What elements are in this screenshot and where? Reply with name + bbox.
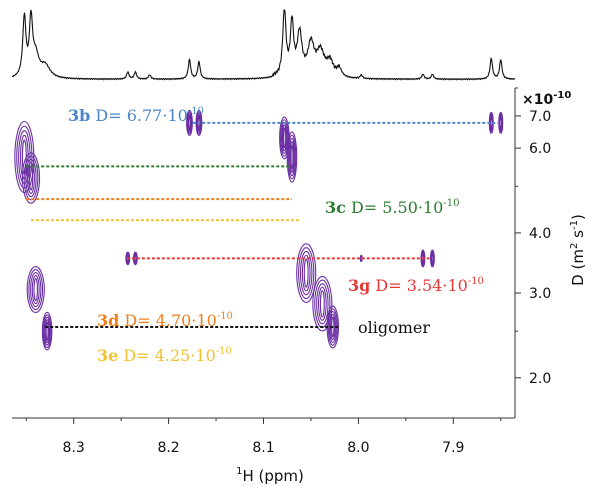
contour-level [196,111,202,135]
contour-level [186,111,193,135]
contour-level [43,316,51,346]
y-multiplier: ×10-10 [522,90,571,108]
contour-level [33,277,38,302]
contour-level [25,158,37,198]
contour-peak [498,111,504,134]
axes [12,88,516,419]
contour-level [41,311,53,351]
contour-level [290,144,294,170]
label-3d: 3d D= 4.70·10-10 [97,311,233,330]
contour-level [196,113,202,133]
contour-peak [286,131,298,183]
contour-level [431,253,434,263]
contour-level [21,152,41,204]
y-tick-label: 2.0 [529,371,551,387]
contour-level [195,109,203,136]
x-tick-label: 8.3 [63,440,85,456]
label-3g: 3g D= 3.54·10-10 [348,276,484,295]
contour-level [359,256,363,261]
contour-level [316,283,329,325]
x-tick-label: 8.1 [252,440,274,456]
contour-level [299,250,313,296]
contour-peak [279,116,290,160]
contour-level [45,321,49,341]
spectrum-trace [11,9,516,81]
contour-level [301,254,311,292]
contour-level [289,141,295,173]
projection-spectrum [11,9,516,81]
contour-peak [21,152,41,204]
contour-peak [26,266,45,314]
y-tick-label: 7.0 [529,109,551,125]
contour-level [303,258,309,288]
contour-peak [429,249,435,268]
contour-level [28,165,34,191]
y-tick-label: 3.0 [529,286,551,302]
contour-level [499,117,503,129]
y-axis-title: D (m2 s-1) [569,214,587,286]
contour-level [187,113,192,133]
label-oligomer: oligomer [358,318,430,337]
x-tick-label: 8.2 [157,440,179,456]
dosy-contours [14,109,504,351]
x-tick-label: 7.9 [442,440,464,456]
contour-peak [296,243,317,303]
x-tick-label: 8.0 [347,440,369,456]
contour-level [28,269,44,311]
contour-level [312,276,333,332]
contour-level [27,162,35,194]
label-3c: 3c D= 5.50·10-10 [325,198,459,217]
contour-level [287,134,297,180]
contour-level [280,119,289,157]
diffusion-lines [26,121,498,329]
contour-level [26,266,45,314]
contour-level [281,124,287,152]
label-3e: 3e D= 4.25·10-10 [97,346,232,365]
contour-level [44,319,50,344]
contour-level [319,290,325,318]
contour-level [286,131,298,183]
y-tick-label: 6.0 [529,141,551,157]
contour-level [42,314,52,349]
label-3b: 3b D= 6.77·10-10 [68,106,204,125]
contour-level [282,127,286,149]
contour-level [31,274,40,305]
contour-level [317,286,327,321]
contour-level [298,247,315,300]
ticks: 8.3 8.2 8.1 8.0 7.9 7.0 6.0 4.0 3.0 2.0 [25,87,551,456]
contour-level [288,137,296,177]
contour-peak [41,311,53,351]
y-tick-label: 4.0 [529,226,551,242]
x-axis-title: 1H (ppm) [236,466,304,485]
contour-level [23,155,39,201]
contour-level [489,117,493,129]
contour-level [30,272,42,308]
contour-level [188,116,191,130]
contour-level [296,243,317,303]
